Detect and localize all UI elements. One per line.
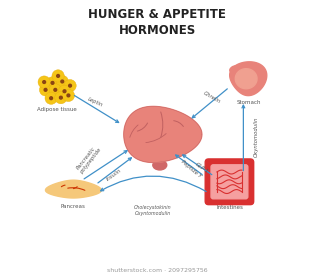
Circle shape	[52, 70, 64, 82]
Circle shape	[64, 80, 76, 92]
Text: Oxyntomodulin: Oxyntomodulin	[254, 117, 259, 157]
Circle shape	[56, 75, 68, 88]
Text: Intestines: Intestines	[216, 206, 243, 211]
Text: Insulin: Insulin	[105, 168, 122, 182]
Circle shape	[67, 94, 70, 97]
Circle shape	[50, 97, 52, 100]
Circle shape	[40, 84, 52, 96]
Text: HUNGER & APPETITE
HORMONES: HUNGER & APPETITE HORMONES	[88, 8, 226, 37]
Polygon shape	[46, 180, 101, 198]
Text: Cholecystokinin
Oxyntomodulin: Cholecystokinin Oxyntomodulin	[134, 205, 172, 216]
Text: Stomach: Stomach	[237, 100, 261, 105]
Text: shutterstock.com · 2097295756: shutterstock.com · 2097295756	[107, 268, 207, 273]
Text: GLP-1: GLP-1	[194, 162, 209, 175]
Circle shape	[54, 88, 57, 91]
Circle shape	[55, 92, 67, 104]
Circle shape	[44, 88, 47, 91]
Polygon shape	[235, 69, 257, 89]
Text: Peptide Y: Peptide Y	[181, 159, 203, 179]
Circle shape	[38, 76, 50, 88]
Text: Pancreatic
polypeptide: Pancreatic polypeptide	[75, 144, 103, 175]
Circle shape	[49, 84, 62, 96]
Polygon shape	[230, 62, 267, 95]
Text: Leptin: Leptin	[87, 96, 104, 108]
Polygon shape	[124, 106, 202, 162]
Text: Pancreas: Pancreas	[61, 204, 86, 209]
FancyBboxPatch shape	[211, 165, 248, 199]
Circle shape	[58, 85, 71, 97]
Circle shape	[43, 81, 46, 83]
Ellipse shape	[230, 66, 237, 72]
Circle shape	[63, 90, 66, 93]
Circle shape	[59, 96, 62, 99]
Circle shape	[57, 74, 59, 77]
Circle shape	[69, 84, 72, 87]
Text: Adipose tissue: Adipose tissue	[37, 107, 77, 112]
Circle shape	[62, 89, 74, 102]
FancyBboxPatch shape	[205, 159, 254, 205]
Circle shape	[46, 77, 59, 89]
Circle shape	[45, 92, 57, 104]
Circle shape	[61, 80, 64, 83]
Text: Ghrelin: Ghrelin	[203, 90, 222, 104]
Circle shape	[51, 81, 54, 84]
Ellipse shape	[153, 160, 167, 170]
